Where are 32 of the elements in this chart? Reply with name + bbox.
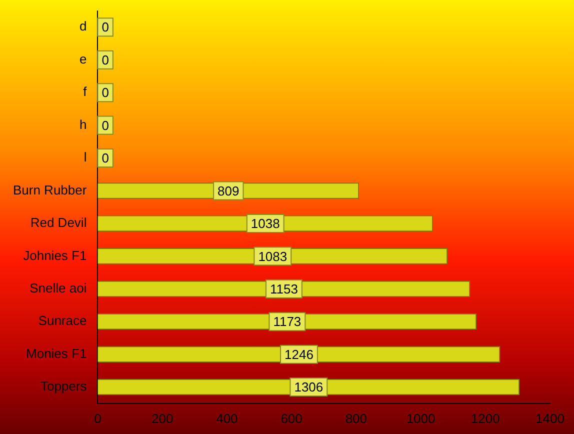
- x-tick-label: 1200: [470, 410, 500, 426]
- y-tick-label: Snelle aoi: [30, 280, 87, 296]
- data-label: 1153: [270, 281, 298, 296]
- y-tick-label: h: [79, 116, 87, 132]
- y-tick-label: Toppers: [40, 378, 88, 394]
- x-tick-label: 800: [345, 410, 368, 426]
- y-tick-label: d: [79, 18, 87, 34]
- x-tick-label: 1000: [406, 410, 436, 426]
- y-tick-label: Monies F1: [26, 346, 87, 361]
- y-tick-label: l: [84, 150, 87, 165]
- y-tick-label: e: [79, 51, 87, 66]
- y-tick-label: Red Devil: [30, 215, 87, 230]
- data-label: 1246: [284, 346, 314, 362]
- x-tick-label: 600: [280, 410, 302, 426]
- data-label: 0: [102, 52, 109, 68]
- x-tick-label: 0: [94, 410, 102, 426]
- data-label: 0: [102, 85, 109, 100]
- x-tick-label: 400: [216, 410, 238, 426]
- data-label: 1306: [294, 380, 324, 395]
- data-label: 809: [218, 183, 240, 198]
- y-tick-label: Johnies F1: [23, 248, 87, 263]
- data-label: 1083: [258, 248, 288, 264]
- data-label: 0: [102, 118, 109, 133]
- data-label: 1038: [250, 216, 280, 232]
- y-tick-label: Sunrace: [38, 313, 87, 328]
- data-label: 0: [102, 150, 109, 166]
- x-tick-label: 1400: [536, 410, 564, 426]
- x-tick-label: 200: [151, 410, 174, 426]
- data-label: 0: [102, 20, 109, 35]
- y-tick-label: Burn Rubber: [12, 182, 88, 198]
- y-tick-label: f: [83, 84, 88, 100]
- data-label: 1173: [273, 314, 302, 330]
